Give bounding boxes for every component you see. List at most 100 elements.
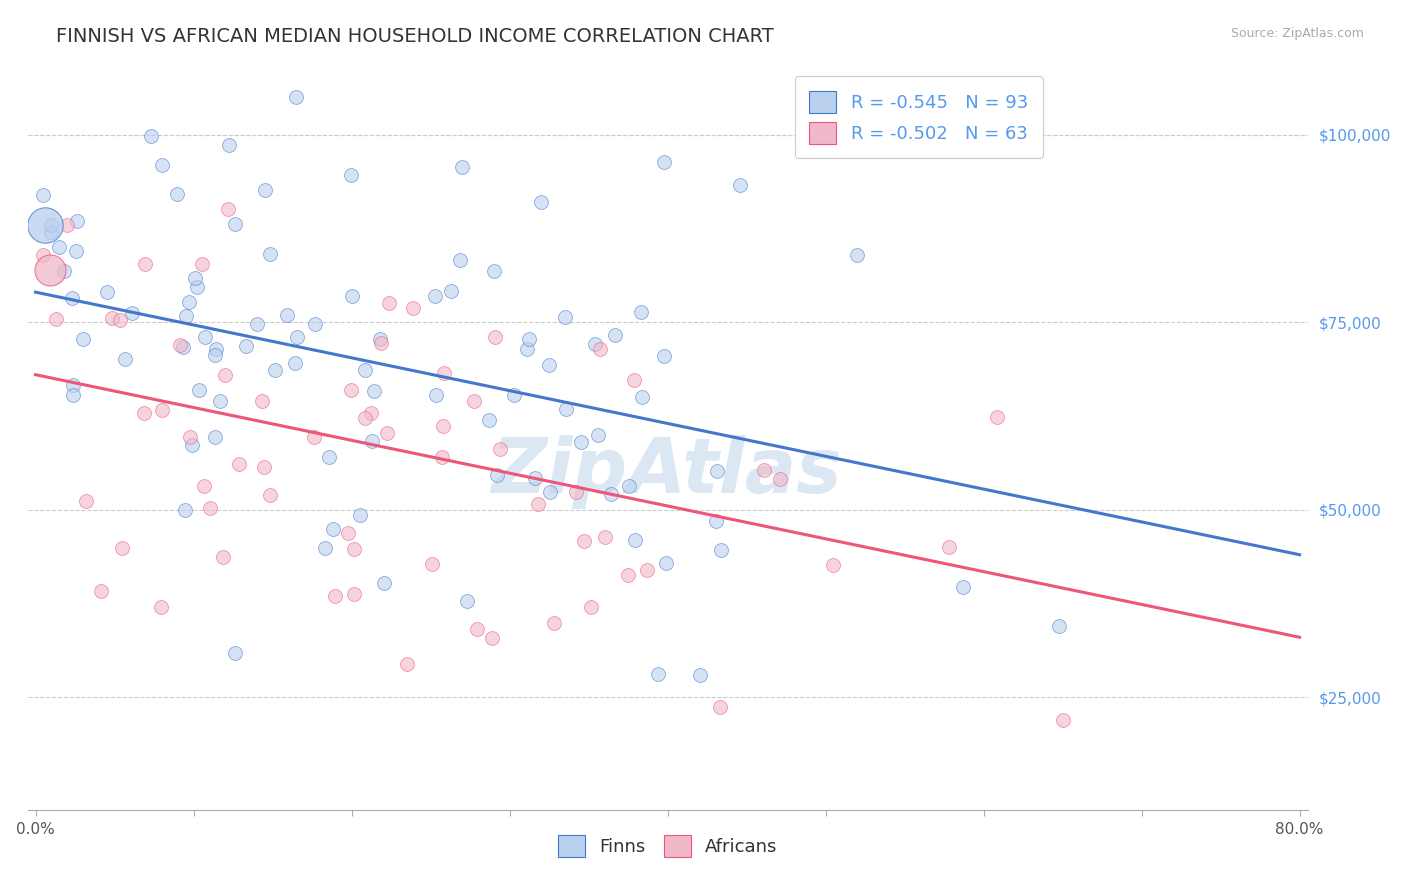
Point xyxy=(451,161,474,175)
Point xyxy=(489,442,512,456)
Point xyxy=(285,90,308,104)
Point xyxy=(56,218,79,232)
Point xyxy=(304,317,326,331)
Point xyxy=(150,402,173,417)
Point xyxy=(72,332,94,346)
Point xyxy=(114,352,136,367)
Point xyxy=(174,310,197,324)
Point xyxy=(186,280,208,294)
Point xyxy=(502,388,524,402)
Point xyxy=(204,430,226,444)
Point xyxy=(353,363,375,377)
Point xyxy=(150,158,173,172)
Point xyxy=(543,615,565,630)
Point xyxy=(339,168,361,182)
Point xyxy=(250,393,273,408)
Point xyxy=(938,540,960,554)
Point xyxy=(554,310,576,325)
Point xyxy=(343,587,366,601)
Point xyxy=(66,214,89,228)
Point xyxy=(375,425,398,440)
Point xyxy=(209,394,232,409)
Point xyxy=(318,450,340,464)
Point xyxy=(631,390,654,404)
Point xyxy=(38,262,60,277)
Point xyxy=(194,329,217,343)
Point xyxy=(96,285,118,299)
Point xyxy=(449,253,471,268)
Point xyxy=(34,218,56,232)
Point xyxy=(630,304,652,318)
Point xyxy=(456,594,478,608)
Point xyxy=(654,556,676,570)
Point xyxy=(579,600,602,615)
Point xyxy=(478,413,501,427)
Point xyxy=(433,366,456,380)
Point xyxy=(253,183,276,197)
Point xyxy=(484,329,506,343)
Point xyxy=(846,247,869,261)
Point xyxy=(101,310,124,325)
Point xyxy=(214,368,236,383)
Point xyxy=(463,393,485,408)
Point xyxy=(32,187,55,202)
Point xyxy=(370,336,392,351)
Point xyxy=(432,418,454,433)
Point xyxy=(647,667,669,681)
Point xyxy=(235,339,257,353)
Point xyxy=(187,383,209,397)
Point xyxy=(706,464,728,478)
Point xyxy=(485,468,508,483)
Point xyxy=(368,332,391,346)
Point xyxy=(589,343,612,357)
Point xyxy=(519,332,541,346)
Point xyxy=(149,599,172,614)
Point xyxy=(287,330,309,344)
Point xyxy=(314,541,336,556)
Point xyxy=(304,430,326,444)
Point xyxy=(276,309,298,323)
Point xyxy=(45,312,67,326)
Point xyxy=(336,525,359,540)
Point xyxy=(360,406,382,420)
Point xyxy=(224,646,246,660)
Point xyxy=(224,218,246,232)
Text: ZipAtlas: ZipAtlas xyxy=(492,435,844,509)
Point xyxy=(141,128,163,143)
Point xyxy=(169,337,191,351)
Point xyxy=(179,430,201,444)
Point xyxy=(228,457,250,471)
Point xyxy=(709,700,731,714)
Point xyxy=(218,137,240,152)
Point xyxy=(180,438,202,452)
Point xyxy=(62,377,84,392)
Point xyxy=(65,244,87,258)
Point xyxy=(259,247,281,261)
Point xyxy=(191,257,214,271)
Point xyxy=(583,337,606,351)
Point xyxy=(554,402,576,417)
Point xyxy=(1052,713,1074,727)
Point xyxy=(349,508,371,522)
Point xyxy=(90,584,112,599)
Point xyxy=(652,349,675,363)
Point xyxy=(177,295,200,310)
Point xyxy=(204,348,226,362)
Point xyxy=(340,383,363,397)
Text: FINNISH VS AFRICAN MEDIAN HOUSEHOLD INCOME CORRELATION CHART: FINNISH VS AFRICAN MEDIAN HOUSEHOLD INCO… xyxy=(56,27,773,45)
Point xyxy=(603,327,626,342)
Point xyxy=(524,471,547,485)
Point xyxy=(121,306,143,320)
Point xyxy=(75,493,97,508)
Point xyxy=(636,563,658,577)
Point xyxy=(481,631,503,645)
Point xyxy=(689,667,711,681)
Point xyxy=(373,576,395,591)
Point xyxy=(363,384,385,399)
Point xyxy=(420,558,443,572)
Point xyxy=(52,263,75,277)
Point xyxy=(205,342,228,356)
Point xyxy=(60,291,83,305)
Point xyxy=(340,289,363,303)
Point xyxy=(174,503,197,517)
